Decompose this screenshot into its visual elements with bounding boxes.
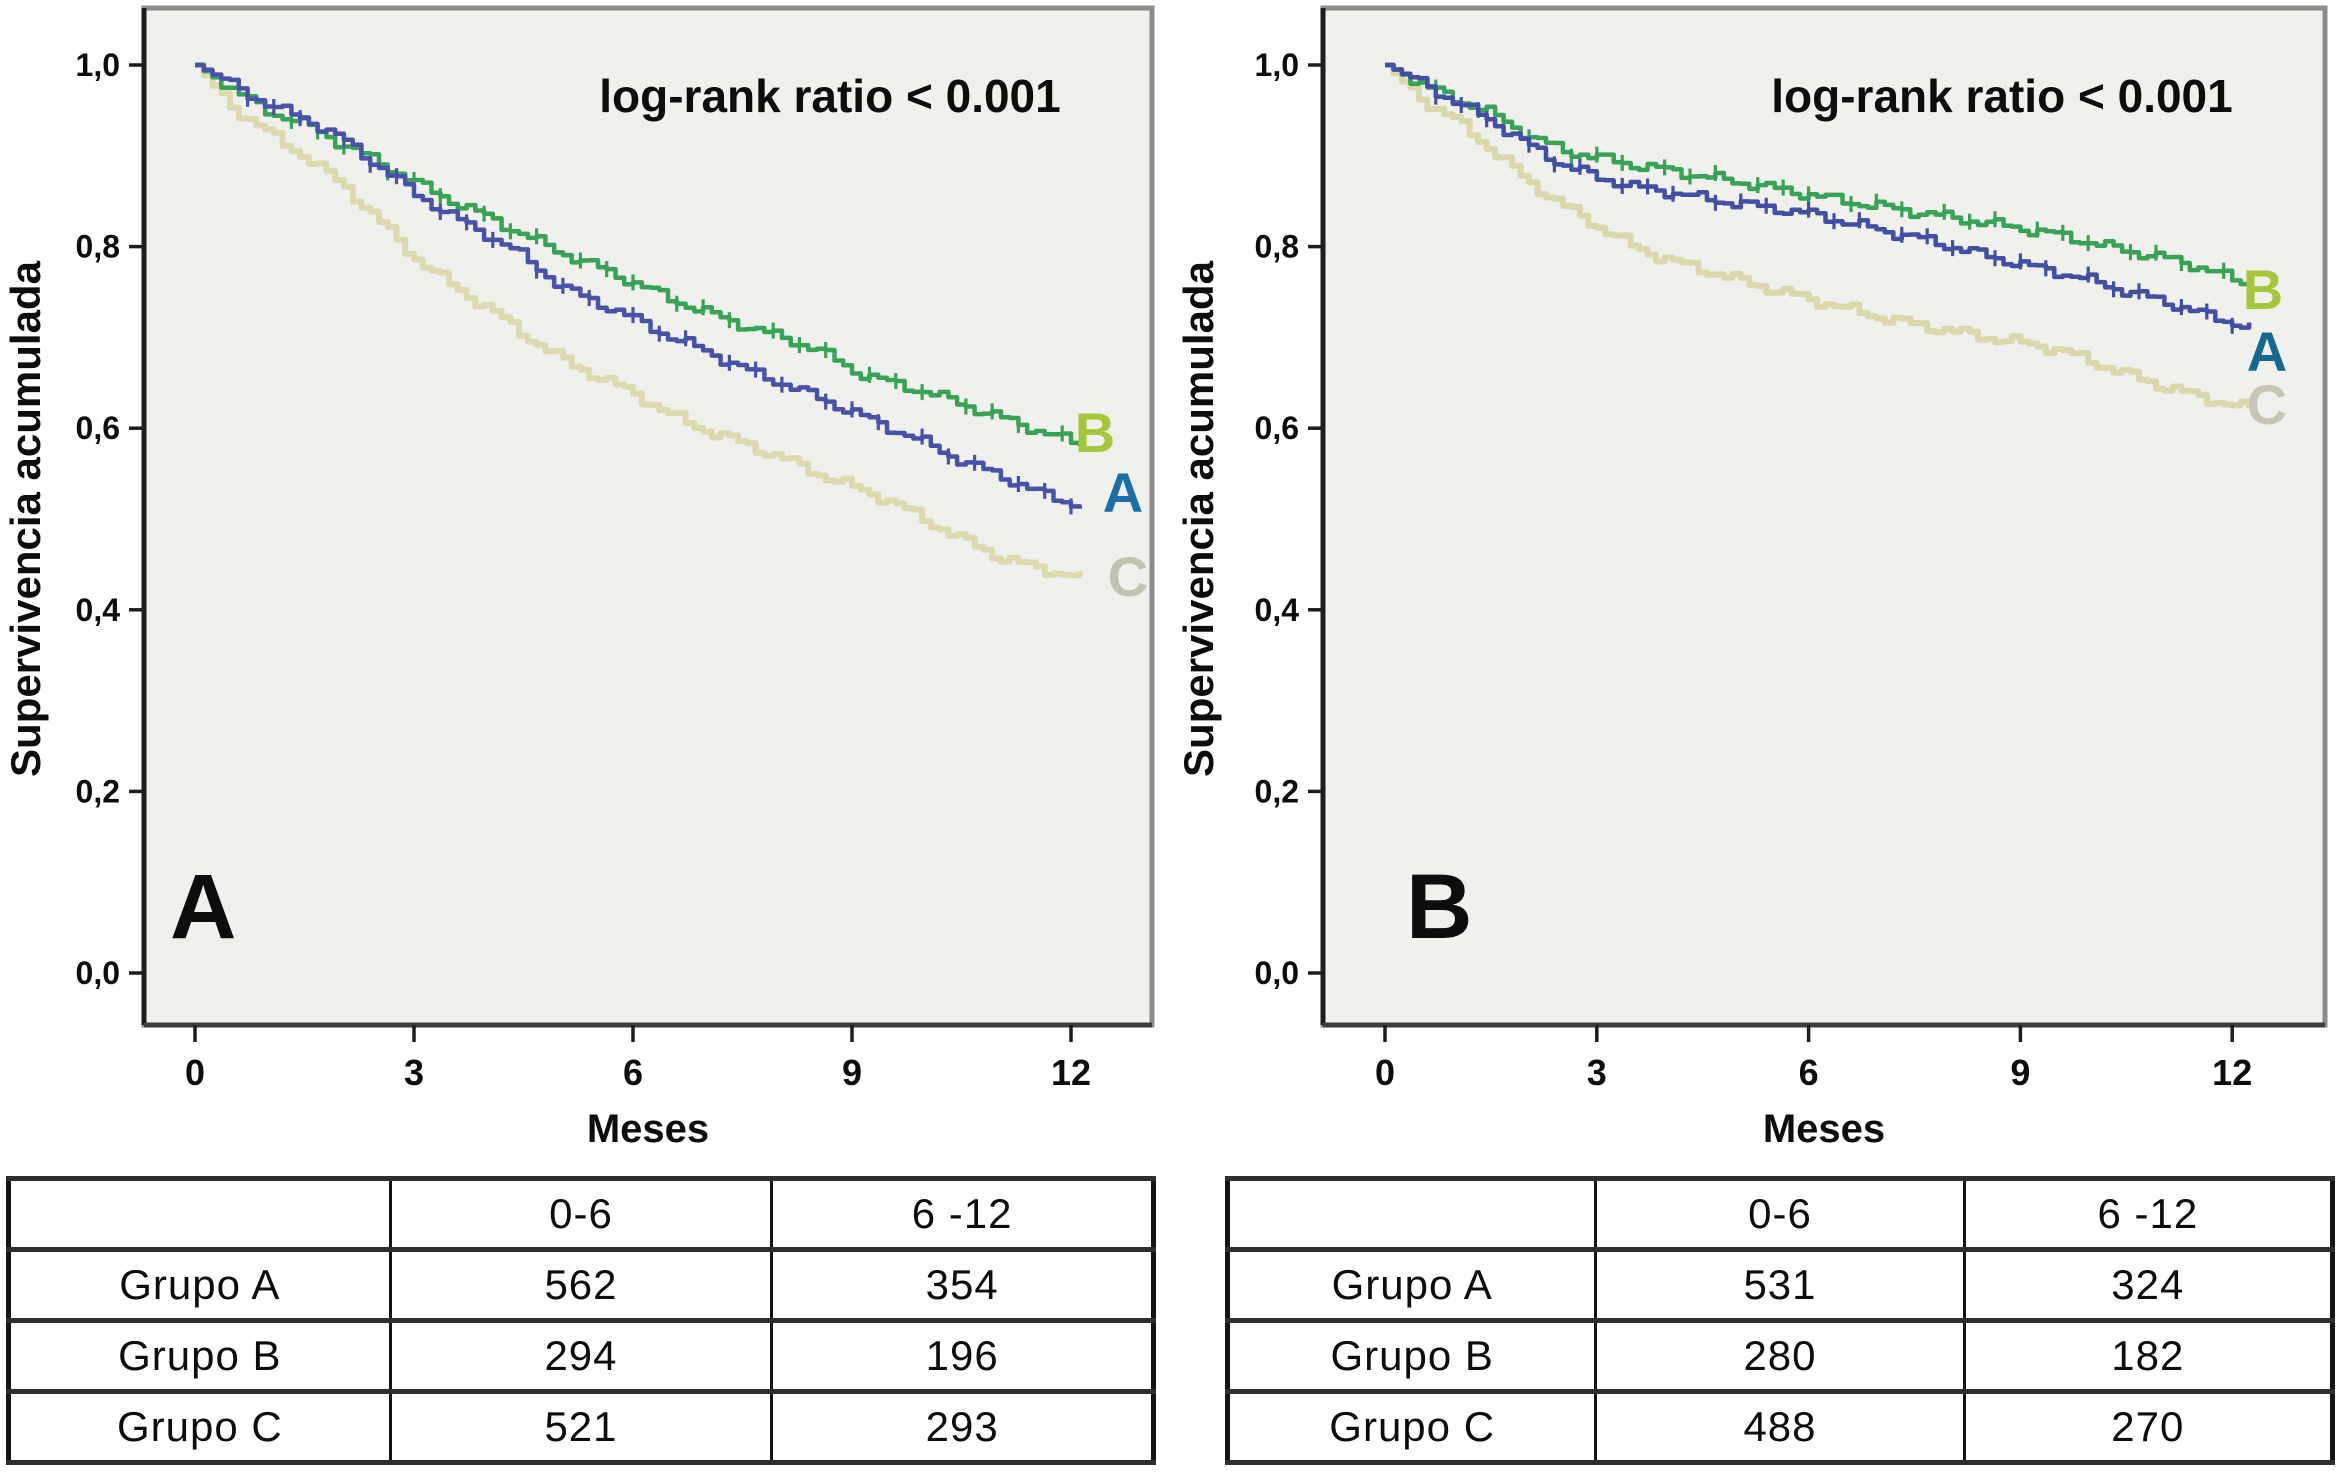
value-cell: 270 xyxy=(1962,1389,2335,1465)
censor-marks-A xyxy=(1434,88,2234,334)
table-header-cell-0-6: 0-6 xyxy=(388,1176,774,1252)
value-cell: 531 xyxy=(1594,1247,1966,1323)
table-header-cell-empty xyxy=(7,1176,392,1252)
table-row: Grupo C 488 270 xyxy=(1225,1389,2335,1465)
x-tick-label: 0 xyxy=(1375,1052,1395,1093)
x-axis-title: Meses xyxy=(587,1107,709,1151)
table-row: Grupo B 294 196 xyxy=(7,1318,1155,1394)
y-axis-title: Supervivencia acumulada xyxy=(2,260,49,777)
x-tick-label: 3 xyxy=(404,1052,424,1093)
annotation-log-rank: log-rank ratio < 0.001 xyxy=(599,70,1060,122)
curve-label-C: C xyxy=(1108,545,1148,608)
value-cell: 324 xyxy=(1962,1247,2335,1323)
group-label-cell: Grupo C xyxy=(7,1389,392,1465)
y-tick-label: 1,0 xyxy=(76,47,120,83)
table-header-cell-6-12: 6 -12 xyxy=(1962,1176,2335,1252)
value-cell: 521 xyxy=(388,1389,774,1465)
y-tick-label: 0,2 xyxy=(1255,773,1299,809)
table-header-cell-6-12: 6 -12 xyxy=(770,1176,1155,1252)
x-tick-label: 6 xyxy=(1799,1052,1819,1093)
group-label-cell: Grupo C xyxy=(1225,1389,1598,1465)
value-cell: 196 xyxy=(770,1318,1155,1394)
curve-label-A: A xyxy=(2247,320,2287,383)
curve-label-B: B xyxy=(2243,258,2283,321)
curve-label-B: B xyxy=(1075,401,1115,464)
panel-b: 1,0 0,8 0,6 0,4 0,2 0,0 0 3 6 9 12 Supervivencia ac… xyxy=(1171,0,2341,1165)
y-tick-label: 0,0 xyxy=(76,955,120,991)
group-label-cell: Grupo A xyxy=(7,1247,392,1323)
curve-C xyxy=(1385,62,2253,409)
table-header-cell-empty xyxy=(1225,1176,1598,1252)
y-axis-title: Supervivencia acumulada xyxy=(1175,260,1222,777)
panel-letter: B xyxy=(1406,856,1472,958)
x-tick-label: 12 xyxy=(1051,1052,1091,1093)
km-plot-b: 1,0 0,8 0,6 0,4 0,2 0,0 0 3 6 9 12 Supervivencia ac… xyxy=(1175,5,2328,1151)
km-plot-a: 1,0 0,8 0,6 0,4 0,2 0,0 0 3 6 9 12 Supervivencia ac… xyxy=(2,5,1155,1151)
censor-marks-A xyxy=(246,90,1073,515)
table-header-cell-0-6: 0-6 xyxy=(1594,1176,1966,1252)
y-tick-label: 0,6 xyxy=(76,410,120,446)
table-row: Grupo A 562 354 xyxy=(7,1247,1155,1323)
y-tick-label: 0,2 xyxy=(76,773,120,809)
value-cell: 488 xyxy=(1594,1389,1966,1465)
risk-table-b: 0-6 6 -12 Grupo A 531 324 Grupo B 280 18… xyxy=(1225,1176,2335,1465)
panel-a: 1,0 0,8 0,6 0,4 0,2 0,0 0 3 6 9 12 Supervivencia ac… xyxy=(0,0,1170,1165)
x-tick-label: 9 xyxy=(2010,1052,2030,1093)
table-row: Grupo B 280 182 xyxy=(1225,1318,2335,1394)
value-cell: 562 xyxy=(388,1247,774,1323)
y-tick-label: 0,4 xyxy=(76,592,121,628)
group-label-cell: Grupo B xyxy=(1225,1318,1598,1394)
group-label-cell: Grupo B xyxy=(7,1318,392,1394)
annotation-log-rank: log-rank ratio < 0.001 xyxy=(1771,70,2232,122)
value-cell: 354 xyxy=(770,1247,1155,1323)
panel-letter: A xyxy=(170,856,236,958)
table-row: Grupo C 521 293 xyxy=(7,1389,1155,1465)
y-tick-label: 1,0 xyxy=(1255,47,1299,83)
y-tick-label: 0,0 xyxy=(1255,955,1299,991)
value-cell: 182 xyxy=(1962,1318,2335,1394)
x-tick-label: 12 xyxy=(2212,1052,2252,1093)
risk-table-a: 0-6 6 -12 Grupo A 562 354 Grupo B 294 19… xyxy=(6,1176,1156,1465)
table-header-row: 0-6 6 -12 xyxy=(7,1176,1155,1252)
x-tick-label: 0 xyxy=(185,1052,205,1093)
y-tick-label: 0,4 xyxy=(1255,592,1300,628)
value-cell: 294 xyxy=(388,1318,774,1394)
y-tick-label: 0,6 xyxy=(1255,410,1299,446)
x-tick-label: 9 xyxy=(842,1052,862,1093)
x-tick-label: 3 xyxy=(1587,1052,1607,1093)
curve-C xyxy=(195,62,1083,579)
y-tick-label: 0,8 xyxy=(1255,229,1299,265)
x-tick-label: 6 xyxy=(623,1052,643,1093)
value-cell: 293 xyxy=(770,1389,1155,1465)
value-cell: 280 xyxy=(1594,1318,1966,1394)
plot-area xyxy=(1320,5,2328,1028)
y-tick-label: 0,8 xyxy=(76,229,120,265)
curve-label-A: A xyxy=(1103,461,1143,524)
plot-area xyxy=(141,5,1155,1028)
group-label-cell: Grupo A xyxy=(1225,1247,1598,1323)
table-header-row: 0-6 6 -12 xyxy=(1225,1176,2335,1252)
x-axis-title: Meses xyxy=(1763,1107,1885,1151)
curve-label-C: C xyxy=(2247,373,2287,436)
table-row: Grupo A 531 324 xyxy=(1225,1247,2335,1323)
